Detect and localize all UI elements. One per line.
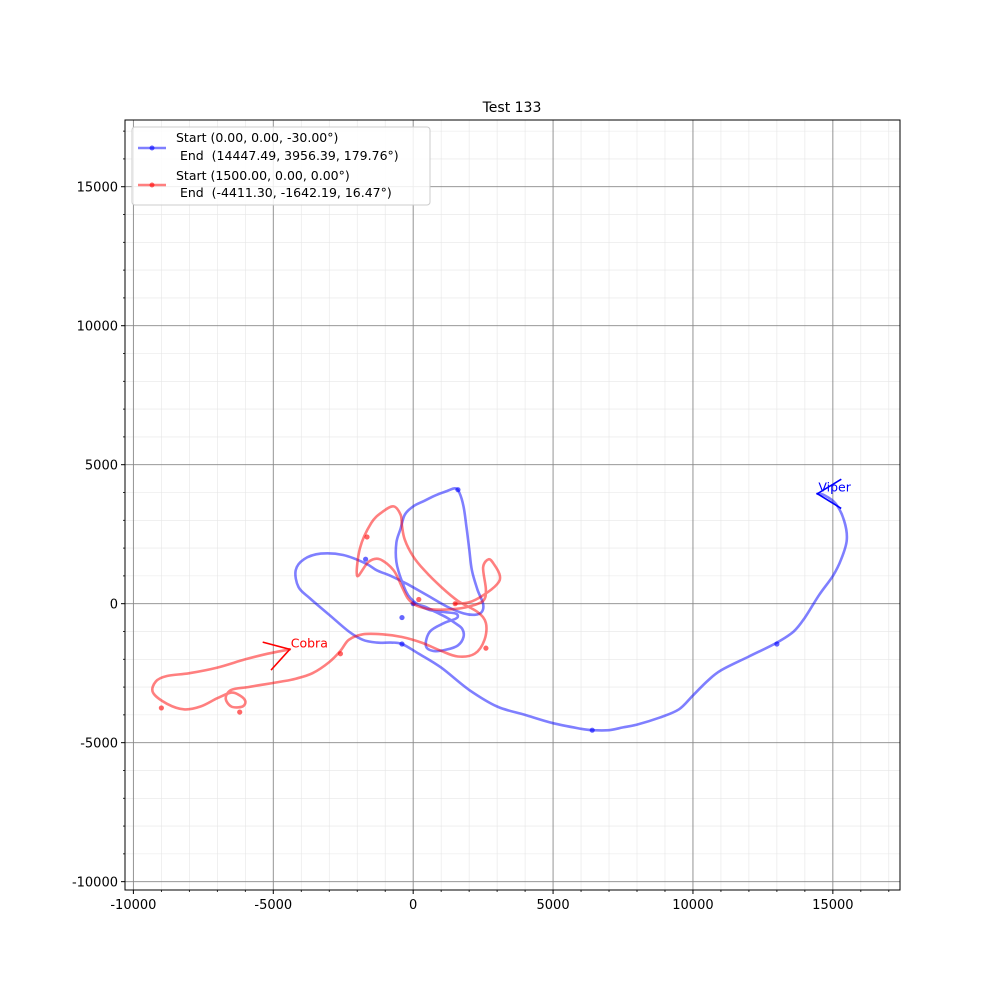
annotation-layer: Viper Cobra bbox=[262, 478, 852, 671]
x-tick-label: -10000 bbox=[110, 898, 156, 913]
y-tick-label: 0 bbox=[110, 598, 118, 613]
series-marker-viper bbox=[399, 641, 405, 647]
x-tick-label: 10000 bbox=[672, 898, 713, 913]
x-tick-label: 0 bbox=[409, 898, 417, 913]
legend-marker-viper bbox=[149, 145, 155, 151]
series-marker-cobra bbox=[416, 596, 422, 603]
heading-arrow-cobra bbox=[262, 641, 292, 671]
series-line-cobra bbox=[151, 505, 502, 711]
heading-arrow-viper bbox=[815, 478, 842, 510]
y-tick-label: 10000 bbox=[77, 320, 118, 335]
series-marker-cobra bbox=[158, 705, 164, 711]
y-tick-label: 15000 bbox=[77, 181, 118, 196]
x-tick-label: -5000 bbox=[254, 898, 292, 913]
series-marker-viper bbox=[774, 641, 780, 647]
chart-title: Test 133 bbox=[482, 100, 542, 116]
series-marker-cobra bbox=[364, 534, 370, 540]
series-line-viper bbox=[294, 486, 849, 732]
y-tick-label: -10000 bbox=[72, 876, 118, 891]
legend-box bbox=[131, 126, 431, 206]
legend-label-viper-start: Start (0.00, 0.00, -30.00°) bbox=[176, 130, 338, 145]
series-marker-viper bbox=[363, 556, 369, 562]
x-tick-label: 5000 bbox=[537, 898, 570, 913]
major-grid bbox=[125, 120, 900, 890]
legend-label-viper-end: End (14447.49, 3956.39, 179.76°) bbox=[176, 148, 399, 163]
axis-ticks: -10000 -5000 0 5000 10000 15000 -10000 -5000 0 50… bbox=[72, 130, 890, 913]
series-marker-viper bbox=[399, 614, 405, 621]
series-marker-cobra bbox=[237, 709, 243, 715]
minor-grid bbox=[125, 120, 900, 890]
series-marker-viper bbox=[455, 487, 461, 493]
legend-marker-cobra bbox=[149, 182, 155, 188]
series-layer bbox=[151, 486, 849, 733]
annotation-label-viper: Viper bbox=[818, 480, 851, 495]
series-marker-cobra bbox=[452, 601, 458, 607]
plot-frame bbox=[124, 119, 901, 891]
x-tick-label: 15000 bbox=[812, 898, 853, 913]
y-tick-label: -5000 bbox=[80, 737, 118, 752]
legend: Start (0.00, 0.00, -30.00°) End (14447.4… bbox=[131, 126, 431, 206]
y-tick-label: 5000 bbox=[85, 459, 118, 474]
annotation-label-cobra: Cobra bbox=[291, 635, 328, 650]
legend-label-cobra-end: End (-4411.30, -1642.19, 16.47°) bbox=[176, 185, 392, 200]
series-marker-cobra bbox=[483, 645, 489, 651]
legend-label-cobra-start: Start (1500.00, 0.00, 0.00°) bbox=[176, 168, 350, 183]
series-marker-viper bbox=[589, 727, 595, 733]
series-marker-cobra bbox=[337, 651, 344, 657]
